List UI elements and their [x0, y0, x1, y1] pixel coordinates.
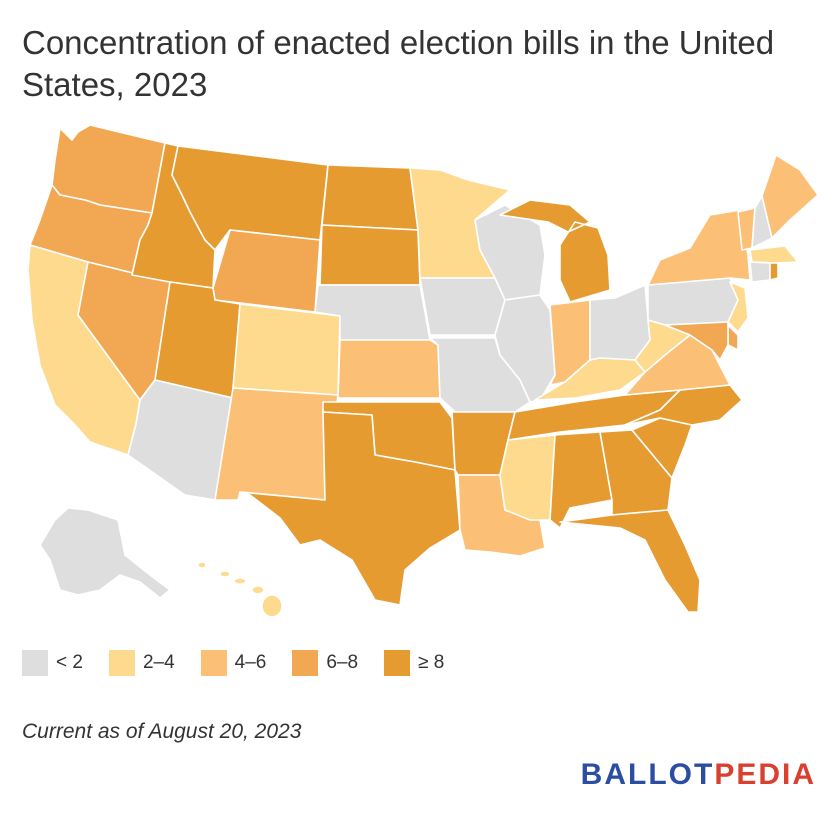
state-AK[interactable]: [39, 507, 171, 599]
state-NM[interactable]: [214, 387, 339, 501]
legend-label: ≥ 8: [418, 652, 445, 673]
state-PA[interactable]: [647, 277, 739, 326]
state-HI[interactable]: [197, 561, 283, 618]
state-NY[interactable]: [647, 209, 751, 286]
legend-item: < 2: [22, 650, 83, 676]
state-SD[interactable]: [319, 224, 421, 286]
state-ND[interactable]: [321, 164, 419, 231]
footnote: Current as of August 20, 2023: [22, 720, 302, 743]
chart-title: Concentration of enacted election bills …: [22, 24, 775, 103]
logo-part-ballot: BALLOT: [580, 758, 715, 791]
state-RI[interactable]: [769, 262, 779, 281]
state-IA[interactable]: [419, 277, 506, 336]
state-MS[interactable]: [499, 434, 556, 521]
legend-label: < 2: [56, 652, 83, 673]
state-MA[interactable]: [749, 245, 799, 264]
state-OH[interactable]: [589, 284, 651, 361]
state-MI[interactable]: [499, 199, 611, 303]
legend-label: 6–8: [326, 652, 359, 673]
legend-swatch: [22, 650, 48, 676]
legend: < 2 2–4 4–6 6–8 ≥ 8: [22, 650, 470, 676]
state-SC[interactable]: [631, 417, 693, 479]
legend-item: 4–6: [200, 650, 267, 676]
legend-swatch: [108, 650, 135, 676]
legend-swatch: [200, 650, 227, 676]
legend-label: 4–6: [234, 652, 267, 673]
logo-part-pedia: PEDIA: [714, 758, 816, 791]
legend-item: 2–4: [108, 650, 175, 676]
legend-label: 2–4: [142, 652, 175, 673]
legend-swatch: [384, 650, 411, 676]
state-CO[interactable]: [232, 303, 341, 396]
state-NC[interactable]: [624, 384, 743, 426]
legend-item: ≥ 8: [384, 650, 444, 676]
state-FL[interactable]: [559, 509, 701, 613]
state-KS[interactable]: [337, 339, 441, 399]
state-IL[interactable]: [494, 294, 556, 403]
state-MD[interactable]: [664, 321, 729, 361]
legend-item: 6–8: [292, 650, 358, 676]
state-WY[interactable]: [212, 229, 321, 313]
state-NJ[interactable]: [727, 281, 749, 333]
legend-swatch: [292, 650, 319, 676]
ballotpedia-logo: BALLOTPEDIA: [581, 758, 816, 792]
state-CT[interactable]: [749, 261, 771, 283]
state-ME[interactable]: [761, 154, 819, 239]
state-TX[interactable]: [239, 411, 461, 606]
